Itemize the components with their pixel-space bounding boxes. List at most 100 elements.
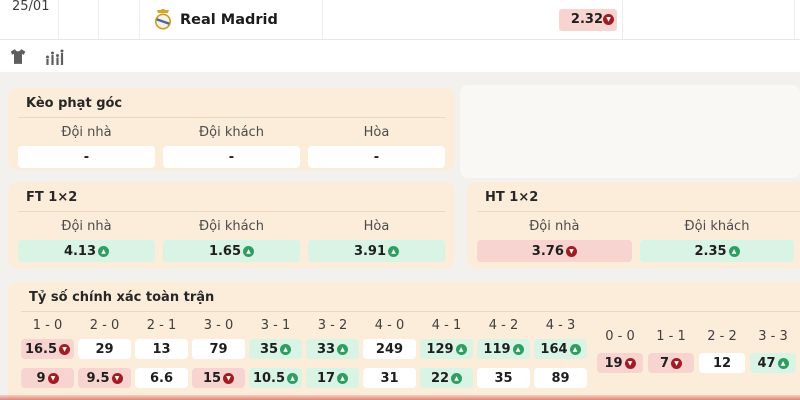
up-trend-icon: ▲	[280, 343, 292, 355]
odds-panel: Kèo phạt góc Đội nhà Đội khách Hòa - - - FT …	[0, 72, 800, 400]
odds-cell[interactable]: 4.13 ▲	[18, 240, 155, 262]
odds-cell[interactable]: 29	[78, 339, 131, 359]
column-headers: Đội nhà Đội khách Hòa	[18, 125, 445, 140]
down-trend-icon: ▼	[59, 343, 71, 355]
odd-value: 29	[95, 341, 114, 357]
column-header: 2 - 1	[146, 318, 177, 333]
match-empty-cell-4	[795, 0, 800, 39]
match-empty-cell-3	[623, 0, 795, 39]
odds-cell[interactable]: 2.35 ▲	[639, 240, 795, 262]
odds-cell[interactable]: -	[163, 146, 300, 168]
odds-cell[interactable]: 35	[477, 368, 530, 388]
up-trend-icon: ▲	[388, 245, 400, 257]
odds-cells: 4.13 ▲ 1.65 ▲ 3.91 ▲	[18, 240, 445, 262]
odds-cell[interactable]: 19 ▼	[597, 353, 643, 373]
odds-cell[interactable]: 22 ▲	[420, 368, 473, 388]
odd-value: 89	[551, 370, 570, 386]
odds-cell[interactable]: 12	[699, 353, 745, 373]
odds-cell[interactable]: 3.91 ▲	[308, 240, 445, 262]
up-trend-icon: ▲	[728, 245, 740, 257]
odds-cell[interactable]: 16.5 ▼	[21, 339, 74, 359]
odds-cell[interactable]: 164 ▲	[534, 339, 587, 359]
down-trend-icon: ▼	[603, 14, 614, 25]
column-header: Hòa	[363, 219, 390, 234]
odd-value: 2.32	[570, 12, 603, 27]
odds-cell[interactable]: 129 ▲	[420, 339, 473, 359]
column-header: Hòa	[363, 125, 390, 140]
score-headers: 1 - 0 2 - 0 2 - 1 3 - 0 3 - 1 3 - 2 4 - 0 4 - 1…	[21, 318, 587, 334]
odd-value: 249	[375, 341, 404, 357]
odds-cell[interactable]: 31	[363, 368, 416, 388]
match-row[interactable]: 25/01 Real Madrid 2.32 ▼	[0, 0, 800, 40]
up-trend-icon: ▲	[337, 343, 349, 355]
odd-value: 119	[483, 341, 511, 357]
odd-value: -	[373, 149, 380, 165]
odds-cell[interactable]: -	[18, 146, 155, 168]
odd-value: 10.5	[252, 370, 286, 386]
section-title: HT 1×2	[485, 190, 539, 205]
column-header: Đội nhà	[61, 125, 112, 140]
column-header: 3 - 3	[758, 329, 788, 344]
down-trend-icon: ▼	[671, 357, 683, 369]
odds-cell[interactable]: 119 ▲	[477, 339, 530, 359]
odd-value: 9.5	[86, 370, 110, 386]
odds-cell[interactable]: 6.6	[135, 368, 188, 388]
odds-cell[interactable]: 1.65 ▲	[163, 240, 300, 262]
jersey-icon[interactable]	[10, 49, 26, 64]
odd-value: 4.13	[63, 243, 97, 259]
column-header: 0 - 0	[605, 329, 635, 344]
odds-cell[interactable]: 7 ▼	[648, 353, 694, 373]
odd-value: -	[83, 149, 90, 165]
match-odd-chip[interactable]: 2.32 ▼	[559, 8, 617, 31]
column-header: 4 - 3	[545, 318, 576, 333]
odd-value: 2.35	[694, 243, 727, 259]
odds-cell[interactable]: 17 ▲	[306, 368, 359, 388]
odd-value: 33	[316, 341, 336, 357]
stats-chart-icon[interactable]	[45, 49, 64, 65]
odds-cell[interactable]: 3.76 ▼	[477, 240, 632, 262]
up-trend-icon: ▲	[569, 343, 581, 355]
odds-cell[interactable]: 47 ▲	[750, 353, 796, 373]
odd-value: 9	[36, 370, 46, 386]
odds-cells: ---	[18, 146, 445, 168]
section-title: Tỷ số chính xác toàn trận	[29, 290, 215, 305]
odds-toolbar	[0, 41, 800, 72]
match-empty-cell-1	[59, 0, 99, 39]
odds-cell[interactable]: 33 ▲	[306, 339, 359, 359]
odd-value: 17	[316, 370, 336, 386]
section-ft-1x2: FT 1×2 Đội nhà Đội khách Hòa 4.13 ▲ 1.65 ▲ 3.9…	[8, 182, 455, 268]
odds-cell[interactable]: 89	[534, 368, 587, 388]
up-trend-icon: ▲	[98, 245, 110, 257]
match-date: 25/01	[12, 0, 50, 14]
odd-value: 7	[659, 355, 670, 371]
column-header: Đội nhà	[529, 219, 580, 234]
column-header: 1 - 0	[32, 318, 63, 333]
divider	[477, 211, 800, 212]
bottom-red-strip	[0, 395, 800, 400]
draw-score-row: 19 ▼ 7 ▼ 12 47 ▲	[597, 353, 796, 373]
odds-cell[interactable]: 15 ▼	[192, 368, 245, 388]
match-odds-cell: 2.32 ▼	[323, 0, 623, 39]
column-header: Đội khách	[199, 125, 264, 140]
odds-cell[interactable]: 79	[192, 339, 245, 359]
up-trend-icon: ▲	[337, 372, 349, 384]
team-name: Real Madrid	[180, 11, 278, 28]
odds-cell[interactable]: 35 ▲	[249, 339, 302, 359]
score-row-home: 16.5 ▼ 29 13 79 35 ▲ 33 ▲ 249 129 ▲ 119 ▲ 164 ▲	[21, 339, 587, 359]
odd-value: 15	[202, 370, 222, 386]
odds-cell[interactable]: -	[308, 146, 445, 168]
odds-cell[interactable]: 13	[135, 339, 188, 359]
odds-cell[interactable]: 9.5 ▼	[78, 368, 131, 388]
down-trend-icon: ▼	[624, 357, 636, 369]
column-header: Đội khách	[684, 219, 750, 234]
odds-cell[interactable]: 10.5 ▲	[249, 368, 302, 388]
odd-value: 6.6	[149, 370, 174, 386]
odds-cell[interactable]: 249	[363, 339, 416, 359]
odd-value: 35	[259, 341, 279, 357]
empty-panel	[460, 85, 800, 178]
column-header: Đội khách	[199, 219, 264, 234]
odds-cell[interactable]: 9 ▼	[21, 368, 74, 388]
odd-value: 47	[757, 355, 776, 371]
odd-value: 129	[426, 341, 454, 357]
